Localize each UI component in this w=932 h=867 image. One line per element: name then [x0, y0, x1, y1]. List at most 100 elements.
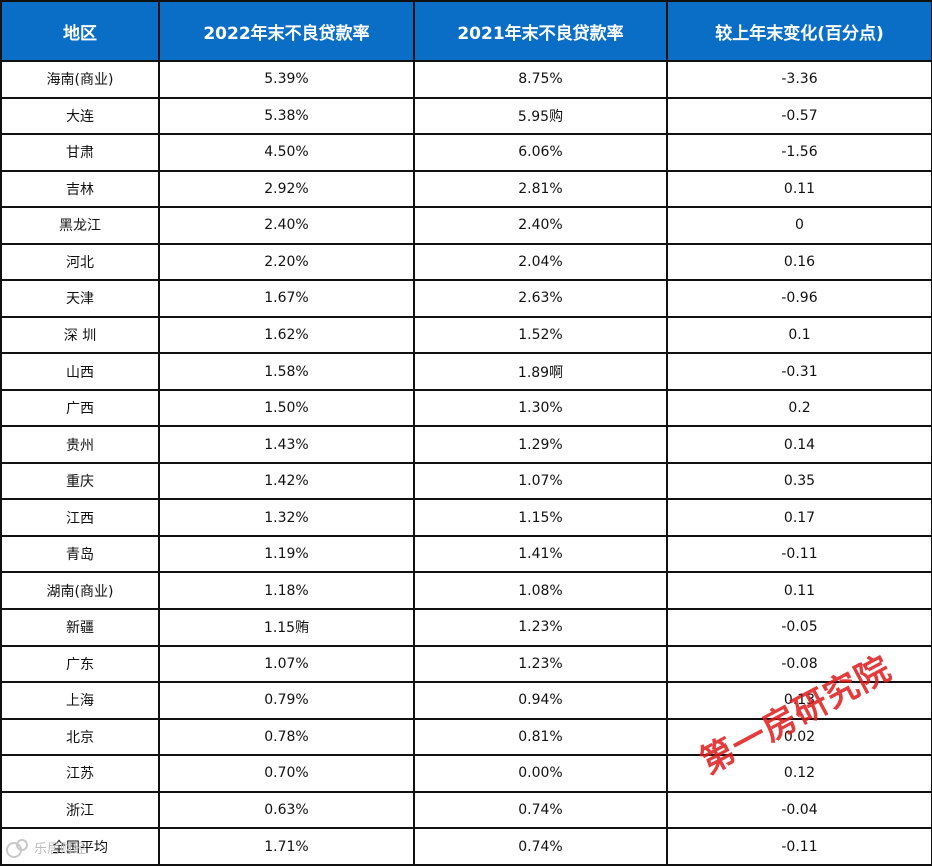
table-row: 新疆 1.15贿 1.23% -0.05: [0, 607, 932, 647]
cell-2021-rate: 8.75%: [413, 60, 668, 99]
cell-region: 全国平均: [0, 827, 160, 866]
table-body: 海南(商业) 5.39% 8.75% -3.36 大连 5.38% 5.95购 -0.57 甘肃…: [0, 60, 932, 866]
cell-change: 0.13: [666, 681, 932, 720]
cell-2021-rate: 2.40%: [413, 206, 668, 245]
cell-2022-rate: 1.18%: [158, 571, 415, 610]
table-row: 海南(商业) 5.39% 8.75% -3.36: [0, 60, 932, 99]
cell-2022-rate: 1.67%: [158, 279, 415, 318]
cell-region: 甘肃: [0, 133, 160, 172]
cell-2022-rate: 0.78%: [158, 717, 415, 757]
cell-2022-rate: 1.19%: [158, 534, 415, 574]
header-region: 地区: [0, 0, 160, 62]
table-row: 贵州 1.43% 1.29% 0.14: [0, 425, 932, 464]
table-row: 青岛 1.19% 1.41% -0.11: [0, 534, 932, 574]
cell-region: 青岛: [0, 534, 160, 574]
cell-2022-rate: 1.71%: [158, 827, 415, 866]
cell-change: -3.36: [666, 60, 932, 99]
cell-2022-rate: 0.63%: [158, 790, 415, 830]
cell-change: -0.08: [666, 644, 932, 684]
cell-change: -0.57: [666, 96, 932, 136]
cell-region: 吉林: [0, 169, 160, 209]
cell-2022-rate: 1.42%: [158, 461, 415, 501]
table-row: 北京 0.78% 0.81% 0.02: [0, 717, 932, 757]
cell-2022-rate: 1.43%: [158, 425, 415, 464]
cell-region: 北京: [0, 717, 160, 757]
cell-2022-rate: 2.92%: [158, 169, 415, 209]
cell-2021-rate: 2.63%: [413, 279, 668, 318]
table-row: 上海 0.79% 0.94% 0.13: [0, 681, 932, 720]
cell-2021-rate: 1.41%: [413, 534, 668, 574]
cell-region: 黑龙江: [0, 206, 160, 245]
cell-region: 海南(商业): [0, 60, 160, 99]
cell-2022-rate: 2.40%: [158, 206, 415, 245]
cell-2022-rate: 1.07%: [158, 644, 415, 684]
table-row: 黑龙江 2.40% 2.40% 0: [0, 206, 932, 245]
table-row: 江苏 0.70% 0.00% 0.12: [0, 754, 932, 793]
cell-change: 0.35: [666, 461, 932, 501]
cell-2021-rate: 0.00%: [413, 754, 668, 793]
cell-change: -0.96: [666, 279, 932, 318]
cell-change: 0: [666, 206, 932, 245]
cell-region: 新疆: [0, 607, 160, 647]
cell-2022-rate: 1.58%: [158, 352, 415, 391]
table-row: 江西 1.32% 1.15% 0.17: [0, 498, 932, 537]
cell-change: -1.56: [666, 133, 932, 172]
cell-2021-rate: 2.04%: [413, 242, 668, 282]
table-row: 重庆 1.42% 1.07% 0.35: [0, 461, 932, 501]
table-row: 甘肃 4.50% 6.06% -1.56: [0, 133, 932, 172]
table-row: 吉林 2.92% 2.81% 0.11: [0, 169, 932, 209]
cell-2021-rate: 2.81%: [413, 169, 668, 209]
cell-change: 0.02: [666, 717, 932, 757]
table-row: 河北 2.20% 2.04% 0.16: [0, 242, 932, 282]
cell-2021-rate: 1.29%: [413, 425, 668, 464]
cell-region: 大连: [0, 96, 160, 136]
cell-region: 广东: [0, 644, 160, 684]
table-row: 浙江 0.63% 0.74% -0.04: [0, 790, 932, 830]
table-row: 大连 5.38% 5.95购 -0.57: [0, 96, 932, 136]
cell-change: 0.11: [666, 169, 932, 209]
table-row: 山西 1.58% 1.89啊 -0.31: [0, 352, 932, 391]
cell-change: 0.1: [666, 315, 932, 355]
cell-2022-rate: 4.50%: [158, 133, 415, 172]
cell-change: 0.2: [666, 388, 932, 428]
cell-region: 贵州: [0, 425, 160, 464]
cell-change: 0.17: [666, 498, 932, 537]
table-row: 全国平均 1.71% 0.74% -0.11: [0, 827, 932, 866]
table-row: 湖南(商业) 1.18% 1.08% 0.11: [0, 571, 932, 610]
cell-2021-rate: 1.15%: [413, 498, 668, 537]
cell-change: -0.11: [666, 534, 932, 574]
header-2022-rate: 2022年末不良贷款率: [158, 0, 415, 62]
cell-2022-rate: 1.62%: [158, 315, 415, 355]
cell-2022-rate: 1.32%: [158, 498, 415, 537]
cell-2022-rate: 5.38%: [158, 96, 415, 136]
cell-region: 山西: [0, 352, 160, 391]
cell-2022-rate: 1.50%: [158, 388, 415, 428]
cell-region: 广西: [0, 388, 160, 428]
cell-2022-rate: 0.79%: [158, 681, 415, 720]
cell-2021-rate: 0.94%: [413, 681, 668, 720]
cell-2022-rate: 5.39%: [158, 60, 415, 99]
cell-change: 0.11: [666, 571, 932, 610]
cell-2021-rate: 0.74%: [413, 827, 668, 866]
cell-region: 天津: [0, 279, 160, 318]
cell-region: 深 圳: [0, 315, 160, 355]
cell-change: -0.04: [666, 790, 932, 830]
header-2021-rate: 2021年末不良贷款率: [413, 0, 668, 62]
cell-2022-rate: 1.15贿: [158, 607, 415, 647]
table-row: 深 圳 1.62% 1.52% 0.1: [0, 315, 932, 355]
cell-2021-rate: 0.74%: [413, 790, 668, 830]
cell-region: 上海: [0, 681, 160, 720]
cell-region: 河北: [0, 242, 160, 282]
cell-2022-rate: 2.20%: [158, 242, 415, 282]
cell-2022-rate: 0.70%: [158, 754, 415, 793]
table-row: 广西 1.50% 1.30% 0.2: [0, 388, 932, 428]
cell-2021-rate: 1.08%: [413, 571, 668, 610]
cell-change: 0.12: [666, 754, 932, 793]
cell-change: -0.31: [666, 352, 932, 391]
cell-2021-rate: 1.07%: [413, 461, 668, 501]
table-row: 天津 1.67% 2.63% -0.96: [0, 279, 932, 318]
cell-region: 浙江: [0, 790, 160, 830]
cell-2021-rate: 1.30%: [413, 388, 668, 428]
cell-change: -0.05: [666, 607, 932, 647]
header-change: 较上年末变化(百分点): [666, 0, 932, 62]
